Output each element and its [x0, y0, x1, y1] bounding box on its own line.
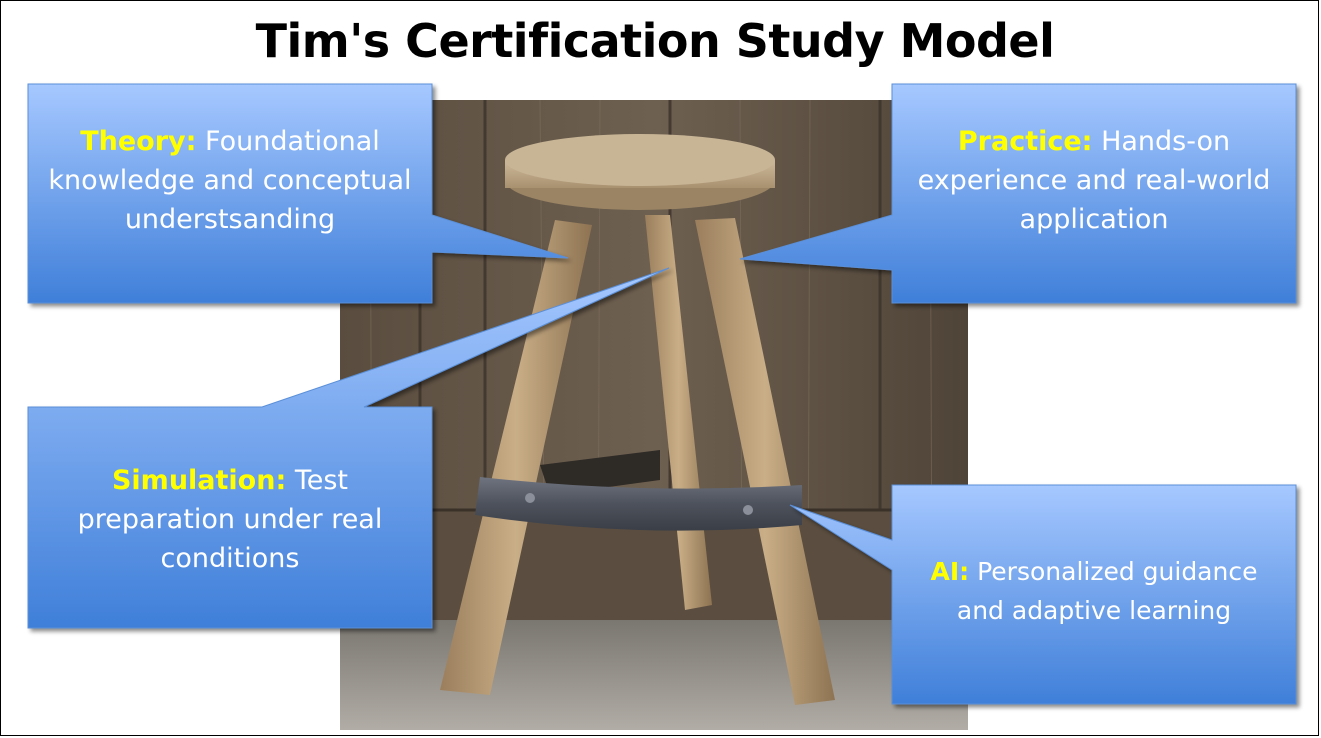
ai-text: Personalized guidance and adaptive learn…	[957, 557, 1258, 625]
callout-simulation: Simulation: Test preparation under real …	[28, 407, 432, 628]
theory-keyword: Theory:	[80, 126, 196, 157]
simulation-keyword: Simulation:	[112, 465, 286, 496]
callout-ai: AI: Personalized guidance and adaptive l…	[892, 485, 1296, 704]
ai-keyword: AI:	[931, 557, 970, 586]
practice-keyword: Practice:	[958, 126, 1093, 157]
callout-theory: Theory: Foundational knowledge and conce…	[28, 84, 432, 303]
callout-practice: Practice: Hands-on experience and real-w…	[892, 84, 1296, 303]
page-title: Tim's Certification Study Model	[0, 14, 1310, 68]
stool-photo	[340, 100, 968, 730]
